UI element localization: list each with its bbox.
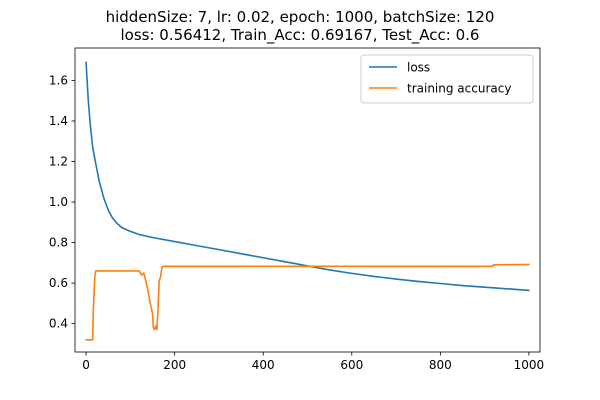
x-tick-label: 600 [340,358,363,372]
y-tick-label: 1.0 [49,195,68,209]
x-tick-label: 0 [82,358,90,372]
legend-label-training-accuracy: training accuracy [407,82,511,96]
y-tick-label: 0.8 [49,236,68,250]
x-tick-label: 400 [252,358,275,372]
legend: loss training accuracy [360,54,534,104]
series-line-loss [85,61,530,292]
y-tick-label: 0.6 [49,276,68,290]
y-tick-label: 1.4 [49,114,68,128]
series-line-training-accuracy [85,263,530,341]
series-layer [85,61,530,341]
y-tick-label: 0.4 [49,317,68,331]
axes-layer: 0 200 400 600 800 1000 0.4 0.6 0.8 1.0 1.2 1.4 1.6 [49,47,545,372]
chart-title-line-1: hiddenSize: 7, lr: 0.02, epoch: 1000, ba… [105,8,495,26]
x-tick-label: 800 [429,358,452,372]
axes-frame [74,47,541,353]
x-tick-label: 200 [163,358,186,372]
y-tick-label: 1.2 [49,154,68,168]
legend-box [360,54,534,104]
y-tick-label: 1.6 [49,73,68,87]
legend-label-loss: loss [407,61,430,75]
chart-title-line-2: loss: 0.56412, Train_Acc: 0.69167, Test_… [120,26,480,44]
x-tick-label: 1000 [514,358,545,372]
